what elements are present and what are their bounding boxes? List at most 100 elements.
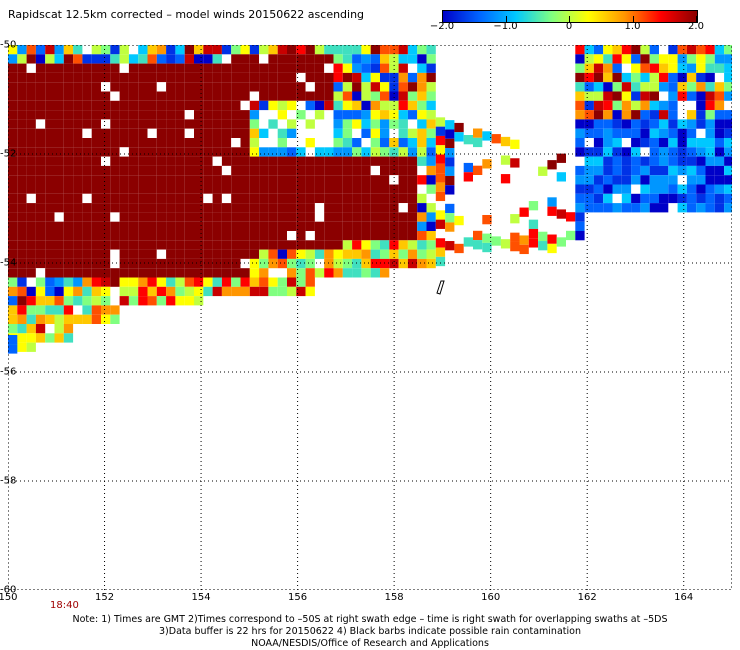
- wind-diff-cell: [8, 277, 18, 287]
- wind-diff-cell: [26, 45, 36, 55]
- wind-diff-cell: [45, 268, 55, 278]
- wind-diff-cell: [277, 128, 287, 138]
- wind-diff-cell: [603, 184, 613, 194]
- missing-data-cell: [221, 193, 232, 204]
- footer-credit: NOAA/NESDIS/Office of Research and Appli…: [251, 638, 489, 649]
- wind-diff-cell: [91, 54, 101, 64]
- wind-diff-cell: [26, 268, 36, 278]
- wind-diff-cell: [203, 212, 213, 222]
- longitude-label: 158: [384, 592, 404, 603]
- wind-diff-cell: [138, 138, 148, 148]
- wind-diff-cell: [705, 147, 715, 157]
- wind-diff-cell: [8, 45, 18, 55]
- longitude-label: 154: [191, 592, 211, 603]
- wind-diff-cell: [631, 128, 641, 138]
- wind-diff-cell: [221, 82, 232, 92]
- wind-diff-cell: [128, 91, 139, 101]
- wind-diff-cell: [119, 128, 129, 138]
- wind-diff-cell: [445, 241, 455, 251]
- wind-diff-cell: [398, 110, 408, 120]
- wind-diff-cell: [370, 91, 380, 101]
- wind-diff-cell: [73, 221, 83, 231]
- wind-diff-cell: [277, 286, 287, 297]
- missing-data-cell: [231, 138, 241, 148]
- wind-diff-cell: [249, 45, 260, 55]
- wind-difference-map: [8, 45, 732, 590]
- wind-diff-cell: [175, 100, 185, 111]
- wind-diff-cell: [128, 54, 139, 64]
- wind-diff-cell: [203, 72, 213, 83]
- missing-data-cell: [110, 212, 120, 222]
- wind-diff-cell: [119, 221, 129, 231]
- wind-diff-cell: [221, 91, 232, 101]
- wind-diff-cell: [212, 128, 222, 138]
- wind-diff-cell: [677, 184, 687, 194]
- wind-diff-cell: [35, 333, 46, 343]
- wind-diff-cell: [407, 156, 418, 166]
- wind-diff-cell: [82, 184, 92, 194]
- wind-diff-cell: [128, 286, 139, 297]
- wind-diff-cell: [156, 100, 167, 111]
- wind-diff-cell: [17, 296, 27, 306]
- wind-diff-cell: [407, 231, 418, 241]
- wind-diff-cell: [156, 268, 167, 278]
- wind-diff-cell: [110, 240, 120, 250]
- wind-diff-cell: [212, 82, 222, 92]
- wind-diff-cell: [342, 258, 353, 269]
- wind-diff-cell: [268, 249, 278, 259]
- wind-diff-cell: [138, 100, 148, 111]
- wind-diff-cell: [352, 258, 362, 269]
- wind-diff-cell: [231, 212, 241, 222]
- wind-diff-cell: [63, 314, 74, 324]
- wind-diff-cell: [696, 147, 706, 157]
- wind-diff-cell: [147, 221, 157, 231]
- wind-diff-cell: [110, 268, 120, 278]
- wind-diff-cell: [352, 212, 362, 222]
- wind-diff-cell: [287, 156, 297, 166]
- wind-diff-cell: [435, 256, 446, 267]
- wind-diff-cell: [482, 233, 492, 243]
- wind-diff-cell: [696, 193, 706, 204]
- wind-diff-cell: [101, 305, 111, 315]
- wind-diff-cell: [110, 45, 120, 55]
- wind-diff-cell: [277, 138, 287, 148]
- wind-diff-cell: [407, 249, 418, 259]
- wind-diff-cell: [361, 110, 371, 120]
- wind-diff-cell: [668, 91, 678, 101]
- wind-diff-cell: [361, 193, 371, 204]
- wind-diff-cell: [221, 258, 232, 269]
- wind-diff-cell: [612, 45, 622, 55]
- wind-diff-cell: [249, 203, 260, 213]
- wind-diff-cell: [333, 212, 343, 222]
- wind-diff-cell: [277, 63, 287, 73]
- missing-data-cell: [82, 193, 92, 204]
- wind-diff-cell: [342, 203, 353, 213]
- wind-diff-cell: [361, 63, 371, 73]
- wind-diff-cell: [101, 147, 111, 157]
- wind-diff-cell: [128, 72, 139, 83]
- wind-diff-cell: [333, 240, 343, 250]
- wind-diff-cell: [417, 156, 427, 166]
- wind-diff-cell: [287, 249, 297, 259]
- wind-diff-cell: [249, 212, 260, 222]
- wind-diff-cell: [82, 277, 92, 287]
- wind-diff-cell: [352, 54, 362, 64]
- wind-diff-cell: [621, 72, 632, 83]
- wind-diff-cell: [435, 145, 446, 155]
- wind-diff-cell: [63, 184, 74, 194]
- wind-diff-cell: [612, 156, 622, 166]
- wind-diff-cell: [17, 91, 27, 101]
- wind-diff-cell: [63, 277, 74, 287]
- wind-diff-cell: [110, 277, 120, 287]
- wind-diff-cell: [575, 184, 585, 194]
- wind-diff-cell: [426, 82, 436, 92]
- wind-diff-cell: [156, 91, 167, 101]
- wind-diff-cell: [249, 231, 260, 241]
- wind-diff-cell: [231, 128, 241, 138]
- wind-diff-cell: [35, 63, 46, 73]
- wind-diff-cell: [677, 156, 687, 166]
- wind-diff-cell: [26, 296, 36, 306]
- wind-diff-cell: [73, 231, 83, 241]
- wind-diff-cell: [184, 119, 194, 129]
- wind-diff-cell: [705, 119, 715, 129]
